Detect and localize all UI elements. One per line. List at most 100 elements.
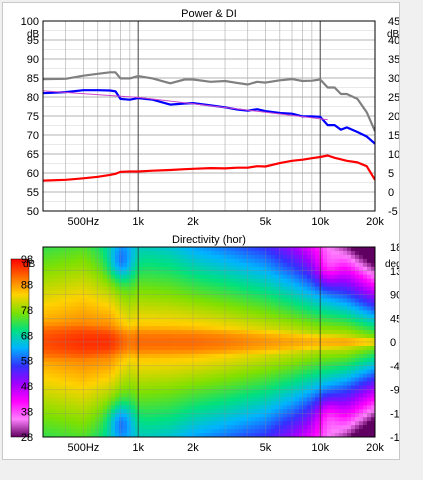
heatmap-cell <box>283 401 288 406</box>
heatmap-cell <box>75 345 80 351</box>
heatmap-cell <box>203 389 208 394</box>
heatmap-cell <box>179 409 184 414</box>
heatmap-cell <box>243 381 248 387</box>
heatmap-cell <box>335 330 340 335</box>
heatmap-cell <box>55 357 60 363</box>
heatmap-cell <box>255 274 260 280</box>
heatmap-cell <box>287 302 292 307</box>
heatmap-cell <box>123 294 128 299</box>
heatmap-cell <box>295 282 300 288</box>
heatmap-cell <box>99 405 104 410</box>
heatmap-cell <box>183 310 188 315</box>
heatmap-cell <box>91 274 96 280</box>
heatmap-cell <box>147 421 152 426</box>
heatmap-cell <box>95 278 100 284</box>
heatmap-cell <box>215 306 220 311</box>
heatmap-cell <box>87 258 92 264</box>
heatmap-cell <box>307 345 312 351</box>
heatmap-cell <box>163 429 168 434</box>
heatmap-cell <box>167 298 172 303</box>
heatmap-cell <box>195 365 200 371</box>
heatmap-cell <box>351 258 356 264</box>
heatmap-cell <box>79 421 84 426</box>
heatmap-cell <box>71 306 76 311</box>
heatmap-cell <box>343 294 348 299</box>
heatmap-cell <box>331 361 336 367</box>
heatmap-cell <box>335 278 340 284</box>
heatmap-cell <box>327 377 332 383</box>
heatmap-cell <box>55 413 60 418</box>
heatmap-cell <box>135 393 140 398</box>
heatmap-cell <box>95 417 100 422</box>
heatmap-cell <box>119 250 124 256</box>
heatmap-cell <box>307 389 312 394</box>
heatmap-cell <box>151 310 156 315</box>
heatmap-cell <box>259 389 264 394</box>
heatmap-cell <box>67 377 72 383</box>
heatmap-cell <box>215 342 220 347</box>
heatmap-cell <box>355 262 360 268</box>
heatmap-cell <box>247 266 252 272</box>
heatmap-cell <box>43 294 48 299</box>
heatmap-cell <box>127 262 132 268</box>
heatmap-cell <box>71 318 76 323</box>
heatmap-cell <box>323 385 328 390</box>
heatmap-cell <box>195 421 200 426</box>
heatmap-cell <box>367 318 372 323</box>
heatmap-cell <box>215 397 220 402</box>
heatmap-cell <box>215 278 220 284</box>
heatmap-cell <box>103 302 108 307</box>
heatmap-cell <box>59 413 64 418</box>
heatmap-cell <box>311 306 316 311</box>
heatmap-cell <box>275 405 280 410</box>
heatmap-cell <box>155 357 160 363</box>
heatmap-cell <box>187 322 192 327</box>
heatmap-cell <box>247 330 252 335</box>
heatmap-cell <box>171 409 176 414</box>
heatmap-cell <box>327 357 332 363</box>
heatmap-cell <box>359 433 364 438</box>
heatmap-cell <box>91 369 96 375</box>
heatmap-cell <box>279 361 284 367</box>
heatmap-cell <box>335 397 340 402</box>
heatmap-cell <box>295 405 300 410</box>
heatmap-cell <box>59 306 64 311</box>
heatmap-cell <box>295 342 300 347</box>
heatmap-cell <box>307 270 312 276</box>
heatmap-cell <box>67 306 72 311</box>
heatmap-cell <box>195 381 200 387</box>
heatmap-cell <box>319 274 324 280</box>
heatmap-cell <box>311 258 316 264</box>
heatmap-cell <box>111 294 116 299</box>
heatmap-cell <box>347 294 352 299</box>
heatmap-cell <box>235 425 240 430</box>
heatmap-cell <box>127 294 132 299</box>
heatmap-cell <box>347 306 352 311</box>
heatmap-cell <box>235 349 240 355</box>
heatmap-cell <box>275 417 280 422</box>
heatmap-cell <box>319 266 324 272</box>
heatmap-cell <box>243 433 248 438</box>
heatmap-cell <box>87 266 92 272</box>
angle-tick: 0 <box>390 337 396 349</box>
heatmap-cell <box>83 247 88 252</box>
heatmap-cell <box>275 326 280 331</box>
heatmap-cell <box>167 330 172 335</box>
heatmap-cell <box>307 361 312 367</box>
heatmap-cell <box>87 345 92 351</box>
heatmap-cell <box>299 334 304 339</box>
heatmap-cell <box>275 322 280 327</box>
heatmap-cell <box>267 429 272 434</box>
heatmap-cell <box>187 425 192 430</box>
heatmap-cell <box>363 365 368 371</box>
heatmap-cell <box>363 433 368 438</box>
heatmap-cell <box>159 361 164 367</box>
angle-axis-unit: deg <box>385 259 399 270</box>
heatmap-cell <box>347 247 352 252</box>
heatmap-cell <box>51 409 56 414</box>
heatmap-cell <box>331 266 336 272</box>
heatmap-cell <box>155 306 160 311</box>
heatmap-cell <box>363 294 368 299</box>
heatmap-cell <box>83 302 88 307</box>
heatmap-cell <box>227 294 232 299</box>
